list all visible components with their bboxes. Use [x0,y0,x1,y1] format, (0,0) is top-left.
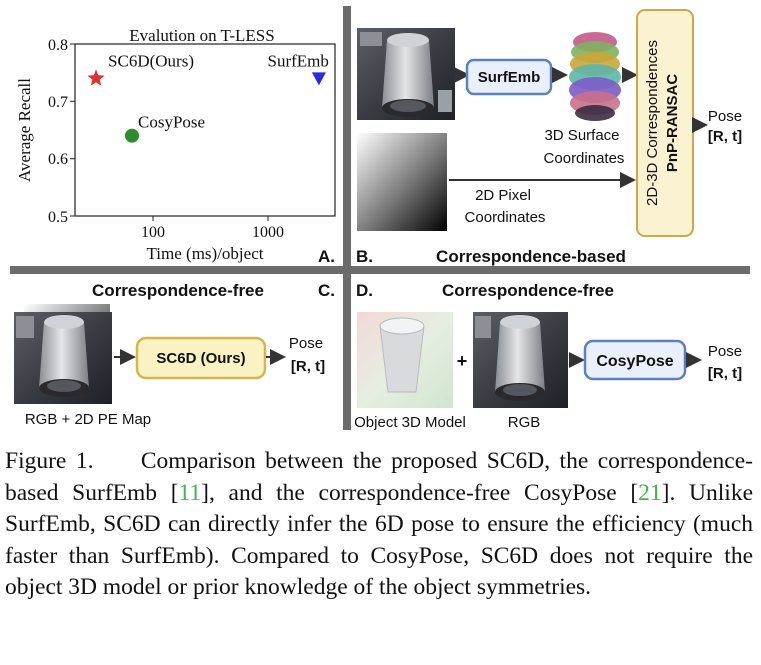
plus-sign: + [457,351,468,371]
surfemb-box-label: SurfEmb [478,69,541,86]
surface-caption-line2: Coordinates [544,150,625,167]
panel-d: + CosyPose Pose [R, t] Object 3D Model R… [354,312,742,431]
panel-c-label: C. [318,281,335,300]
pixel-caption-line2: Coordinates [465,209,546,226]
point-label: CosyPose [138,113,205,132]
input-caption: RGB + 2D PE Map [25,411,151,428]
correspondence-box-label: 2D-3D Correspondences [644,40,661,206]
y-tick-label: 0.6 [48,151,68,168]
y-tick-label: 0.7 [48,94,68,111]
x-tick-label: 100 [141,224,165,241]
panel-c: SC6D (Ours) Pose [R, t] RGB + 2D PE Map [14,304,325,428]
chart-panel: Evalution on T-LESS 0.8 0.7 0.6 0.5 Aver… [15,26,336,263]
surface-caption-line1: 3D Surface [544,127,619,144]
surface-coordinates-image [569,32,621,121]
cosypose-box [583,339,687,381]
point-label: SurfEmb [268,51,329,70]
figure-1: Evalution on T-LESS 0.8 0.7 0.6 0.5 Aver… [10,6,750,431]
panel-b-label: B. [356,247,373,266]
x-axis: 100 1000 Time (ms)/object [141,216,284,263]
caption-text-2: ], and the correspondence-free CosyPose … [201,479,639,506]
x-tick-label: 1000 [252,224,284,241]
rgb-crop-image [357,28,455,120]
pnp-ransac-label: PnP-RANSAC [664,74,681,173]
sc6d-box [135,336,267,380]
pose-rt-d: [R, t] [708,365,742,382]
plot-frame [74,43,336,217]
pose-label-c: Pose [289,335,323,352]
sc6d-box-label: SC6D (Ours) [156,350,245,367]
caption-text-3: ]. Unlike SurfEmb, SC6D can directly inf… [5,479,753,601]
divider-horizontal [10,266,750,274]
panel-d-title: Correspondence-free [442,281,614,300]
pose-rt-b: [R, t] [708,128,742,145]
figure-caption: Figure 1. Comparison between the propose… [5,446,753,604]
caption-text-1: Comparison between the proposed SC6D, th… [5,448,753,506]
pixel-caption-line1: 2D Pixel [475,187,531,204]
y-tick-label: 0.5 [48,209,68,226]
citation-link[interactable]: 11 [178,479,202,506]
pixel-coordinates-image [357,133,447,231]
y-axis-label: Average Recall [15,78,34,182]
panel-b: SurfEmb 3D Surface Coordinates 2D Pixel … [357,9,742,237]
pose-rt-c: [R, t] [291,358,325,375]
divider-vertical [343,6,351,430]
chart-title: Evalution on T-LESS [129,26,274,45]
panel-d-label: D. [356,281,373,300]
scatter-point-surfemb [311,72,326,86]
y-tick-label: 0.8 [48,37,68,54]
scatter-point-sc6d-ours [87,69,105,86]
panel-c-title: Correspondence-free [92,281,264,300]
rgb-pe-input-image [14,304,112,404]
point-label: SC6D(Ours) [108,51,194,70]
object-3d-model-image [357,312,453,408]
x-axis-label: Time (ms)/object [147,244,264,263]
citation-link[interactable]: 21 [638,479,662,506]
scatter-point-cosypose [125,128,140,143]
panel-b-title: Correspondence-based [436,247,626,266]
pose-label-d: Pose [708,343,742,360]
panel-a-label: A. [318,247,335,266]
surfemb-box [465,58,553,96]
pose-label-b: Pose [708,108,742,125]
caption-prefix: Figure 1. [5,448,94,474]
model-caption: Object 3D Model [354,414,466,431]
cosypose-box-label: CosyPose [596,353,673,370]
rgb-input-image [473,312,568,408]
chart-marks: SC6D(Ours) SurfEmb CosyPose [87,51,329,143]
rgb-caption: RGB [508,414,541,431]
y-axis: 0.8 0.7 0.6 0.5 Average Recall [15,37,75,226]
